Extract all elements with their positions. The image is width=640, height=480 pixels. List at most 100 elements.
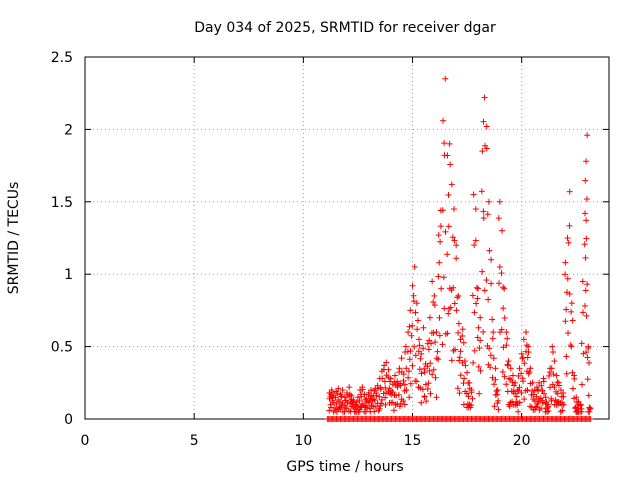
data-point: [585, 343, 592, 350]
data-point: [503, 381, 510, 388]
data-point: [376, 405, 383, 412]
data-point: [433, 329, 440, 336]
data-point: [398, 355, 405, 362]
data-point: [581, 302, 588, 309]
data-point: [586, 408, 593, 415]
y-tick-label: 2: [64, 122, 73, 138]
x-axis-label: GPS time / hours: [286, 459, 403, 475]
data-point: [520, 336, 527, 343]
data-point: [527, 365, 534, 372]
data-point: [507, 365, 514, 372]
data-point: [515, 408, 522, 415]
data-point: [401, 381, 408, 388]
data-point: [585, 392, 592, 399]
data-point: [400, 398, 407, 405]
data-point: [448, 357, 455, 364]
data-point: [478, 188, 485, 195]
data-point: [468, 389, 475, 396]
data-point: [410, 292, 417, 299]
data-point: [515, 372, 522, 379]
data-point: [416, 342, 423, 349]
data-point: [544, 408, 551, 415]
data-point: [444, 251, 451, 258]
data-point: [333, 400, 340, 407]
data-point: [574, 405, 581, 412]
data-point: [516, 365, 523, 372]
data-point: [346, 384, 353, 391]
data-point: [490, 329, 497, 336]
data-point: [583, 158, 590, 165]
data-point: [427, 390, 434, 397]
data-point: [377, 386, 384, 393]
data-point: [341, 408, 348, 415]
data-point: [503, 342, 510, 349]
data-point: [584, 354, 591, 361]
data-point: [518, 370, 525, 377]
data-point: [439, 207, 446, 214]
data-point: [525, 343, 532, 350]
data-point: [516, 384, 523, 391]
data-point: [495, 215, 502, 222]
data-point: [368, 387, 375, 394]
data-point: [447, 304, 454, 311]
data-point: [501, 373, 508, 380]
data-point: [455, 320, 462, 327]
data-point: [450, 284, 457, 291]
data-point: [397, 382, 404, 389]
data-point: [584, 376, 591, 383]
data-point: [394, 383, 401, 390]
data-point: [378, 400, 385, 407]
data-point: [538, 405, 545, 412]
data-point: [562, 259, 569, 266]
data-point: [526, 369, 533, 376]
data-point: [532, 404, 539, 411]
data-point: [411, 263, 418, 270]
data-point: [454, 294, 461, 301]
data-point: [435, 273, 442, 280]
data-point: [430, 299, 437, 306]
data-point: [460, 339, 467, 346]
data-point: [551, 358, 558, 365]
data-point: [462, 362, 469, 369]
data-point: [475, 363, 482, 370]
x-axis-ticks: 0 5 10 15 20: [81, 57, 531, 449]
data-point: [550, 349, 557, 356]
data-point: [359, 386, 366, 393]
data-point: [385, 366, 392, 373]
data-point: [454, 385, 461, 392]
y-axis-ticks: 0 0.5 1 1.5 2 2.5: [51, 50, 609, 428]
data-point: [371, 408, 378, 415]
data-point: [480, 118, 487, 125]
data-point: [420, 324, 427, 331]
data-point: [440, 274, 447, 281]
data-point: [413, 378, 420, 385]
data-point: [436, 259, 443, 266]
grid-lines: [85, 57, 609, 419]
data-point: [456, 357, 463, 364]
data-point: [537, 395, 544, 402]
data-point: [391, 379, 398, 386]
data-point: [563, 353, 570, 360]
data-point: [406, 323, 413, 330]
data-point: [563, 306, 570, 313]
data-point: [562, 318, 569, 325]
data-point: [500, 284, 507, 291]
data-point: [430, 366, 437, 373]
data-point: [401, 401, 408, 408]
data-point: [438, 285, 445, 292]
data-point: [426, 367, 433, 374]
data-point: [330, 399, 337, 406]
data-point: [521, 396, 528, 403]
data-point: [407, 307, 414, 314]
data-point: [407, 348, 414, 355]
data-point: [418, 370, 425, 377]
data-point: [583, 235, 590, 242]
data-point: [581, 241, 588, 248]
data-point: [456, 390, 463, 397]
data-point: [539, 387, 546, 394]
data-point: [396, 403, 403, 410]
data-point: [486, 247, 493, 254]
data-point: [457, 348, 464, 355]
data-point: [429, 278, 436, 285]
